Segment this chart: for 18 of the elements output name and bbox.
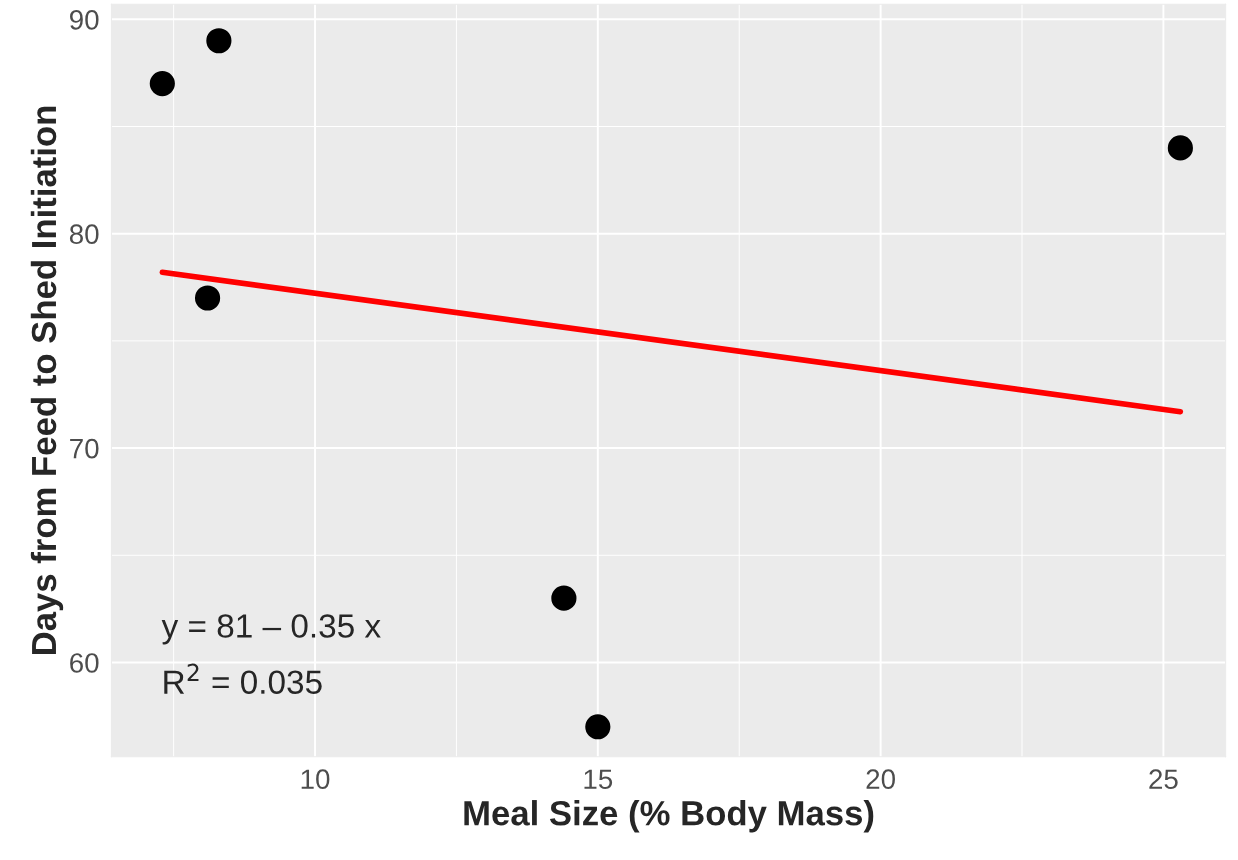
point <box>149 71 175 97</box>
x-tick-label: 20 <box>866 769 895 790</box>
y-tick-label: 70 <box>70 438 99 459</box>
x-tick-label: 25 <box>1149 769 1178 790</box>
point <box>206 28 232 54</box>
point <box>194 285 221 311</box>
point <box>585 714 611 740</box>
annotation: y = 81 – 0.35 x <box>161 614 381 645</box>
y-tick-label: 90 <box>70 9 99 30</box>
point <box>551 585 577 611</box>
x-axis-title: Meal Size (% Body Mass) <box>464 800 874 833</box>
y-tick-label: 80 <box>69 224 99 245</box>
annotation: R$^{2}$ = 0.035 <box>164 663 322 695</box>
point <box>1167 135 1193 161</box>
y-axis-title: Days from Feed to Shed Initiation <box>30 106 64 655</box>
y-tick-label: 60 <box>70 653 99 673</box>
x-tick-label: 15 <box>584 769 613 790</box>
x-tick-label: 10 <box>301 769 330 790</box>
